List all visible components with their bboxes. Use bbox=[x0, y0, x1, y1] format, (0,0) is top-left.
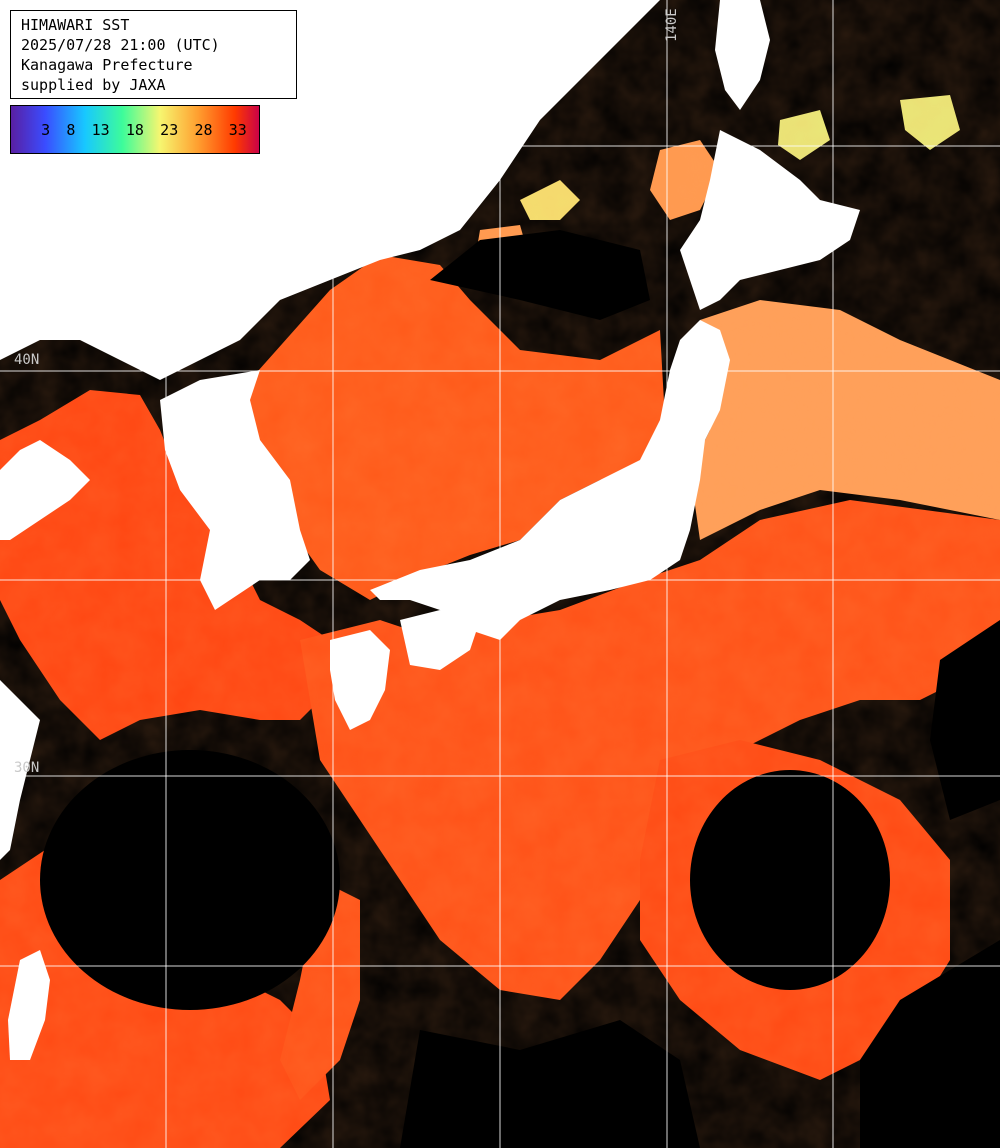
lat-label-40n: 40N bbox=[14, 352, 40, 368]
land-honshu bbox=[370, 320, 730, 640]
legend-tick-28: 28 bbox=[194, 120, 213, 139]
legend-tick-33: 33 bbox=[228, 120, 247, 139]
land-sakhalin bbox=[715, 0, 770, 110]
land-china-north bbox=[0, 440, 90, 540]
legend-tick-18: 18 bbox=[125, 120, 144, 139]
lon-label-140e: 140E bbox=[664, 8, 680, 42]
title-box: HIMAWARI SST 2025/07/28 21:00 (UTC) Kana… bbox=[10, 10, 297, 99]
lat-label-30n: 30N bbox=[14, 760, 40, 776]
legend-tick-23: 23 bbox=[160, 120, 179, 139]
title-line-datetime: 2025/07/28 21:00 (UTC) bbox=[21, 36, 220, 54]
land-korea bbox=[160, 370, 310, 610]
legend-tick-3: 3 bbox=[41, 120, 51, 139]
land-shikoku bbox=[400, 610, 480, 670]
land-china-east bbox=[0, 680, 40, 860]
color-legend: 3 8 13 18 23 28 33 bbox=[10, 105, 260, 154]
typhoon-cloud-east bbox=[690, 770, 890, 990]
cloud-band-north bbox=[430, 230, 650, 320]
legend-tick-8: 8 bbox=[66, 120, 76, 139]
cloud-east-mid bbox=[930, 620, 1000, 820]
cloud-masks bbox=[40, 230, 1000, 1148]
land-taiwan bbox=[8, 950, 50, 1060]
legend-color-bar bbox=[10, 105, 260, 154]
title-line-region: Kanagawa Prefecture bbox=[21, 56, 193, 74]
title-line-source: supplied by JAXA bbox=[21, 76, 166, 94]
cloud-south bbox=[400, 1020, 700, 1148]
land-kyushu bbox=[330, 630, 390, 730]
title-line-product: HIMAWARI SST bbox=[21, 16, 130, 34]
legend-tick-13: 13 bbox=[91, 120, 110, 139]
typhoon-cloud-west bbox=[40, 750, 340, 1010]
land-hokkaido bbox=[680, 130, 860, 310]
cloud-east-south bbox=[860, 940, 1000, 1148]
